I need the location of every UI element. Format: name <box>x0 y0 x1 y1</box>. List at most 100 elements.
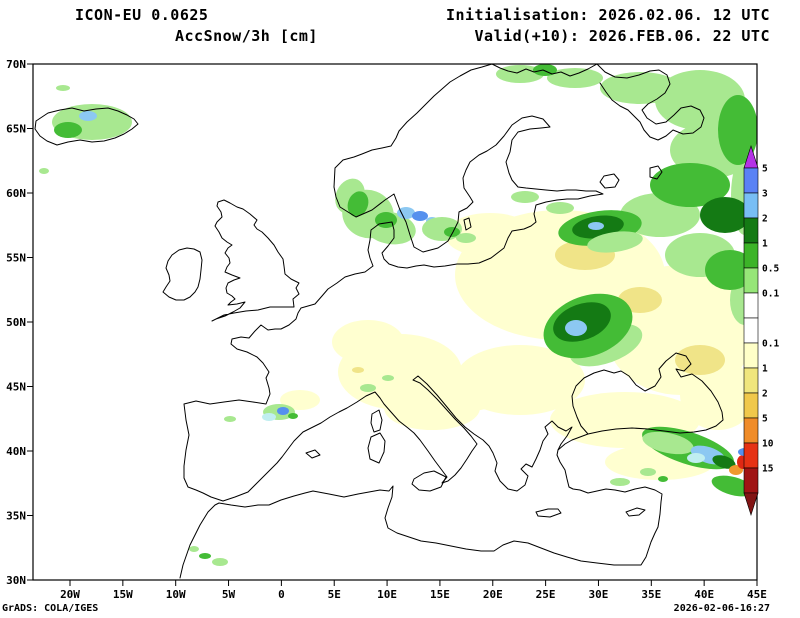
colorbar-label: 0.5 <box>762 264 779 275</box>
lon-tick-label: 5E <box>328 588 341 601</box>
colorbar-segment <box>743 167 759 194</box>
data-patch <box>546 202 574 214</box>
lon-tick-label: 45E <box>747 588 767 601</box>
lon-tick-label: 30E <box>589 588 609 601</box>
axis-ticks <box>27 63 758 586</box>
grads-credit: GrADS: COLA/IGES <box>2 603 99 614</box>
colorbar-segment <box>743 317 759 344</box>
data-patch <box>442 385 498 411</box>
lat-tick-label: 45N <box>6 381 26 394</box>
data-patch <box>397 207 415 219</box>
creation-timestamp: 2026-02-06-16:27 <box>673 603 770 614</box>
lon-tick-label: 15W <box>113 588 133 601</box>
coast-kola-white-sea <box>596 64 705 141</box>
init-time: Initialisation: 2026.02.06. 12 UTC <box>445 6 770 24</box>
data-patch <box>680 360 756 430</box>
lon-tick-label: 20W <box>60 588 80 601</box>
lat-tick-label: 70N <box>6 58 26 71</box>
colorbar-label: 0.1 <box>762 289 779 300</box>
colorbar-segment <box>743 367 759 394</box>
colorbar: 5 3 2 1 0.5 0.1 0.1 1 2 5 10 15 <box>743 145 779 516</box>
colorbar-label: 1 <box>762 364 768 375</box>
lon-tick-label: 35E <box>641 588 661 601</box>
colorbar-label: 15 <box>762 464 774 475</box>
data-patch <box>445 213 535 257</box>
data-patch <box>262 413 276 421</box>
coast-atlantic-baltic-scandinavia <box>183 64 604 502</box>
data-patch <box>588 222 604 230</box>
data-patch <box>687 453 705 463</box>
data-patch <box>412 211 428 221</box>
coast-ireland <box>162 247 203 301</box>
colorbar-label: 10 <box>762 439 774 450</box>
colorbar-label: 2 <box>762 389 768 400</box>
lat-tick-label: 40N <box>6 445 26 458</box>
lat-tick-label: 35N <box>6 510 26 523</box>
colorbar-segment <box>743 217 759 244</box>
data-patch <box>705 250 755 290</box>
data-patch <box>288 413 298 419</box>
data-patch <box>347 191 369 217</box>
colorbar-segment <box>743 267 759 294</box>
data-patch <box>444 227 460 237</box>
variable-title: AccSnow/3h [cm] <box>175 27 318 45</box>
valid-time: Valid(+10): 2026.FEB.06. 22 UTC <box>474 27 770 45</box>
data-patch <box>642 431 694 455</box>
data-patch <box>587 231 643 253</box>
data-patch <box>56 85 70 91</box>
model-title: ICON-EU 0.0625 <box>75 6 209 24</box>
data-patch <box>511 191 539 203</box>
colorbar-label: 2 <box>762 214 768 225</box>
data-patch <box>658 476 668 482</box>
data-patch <box>189 546 199 552</box>
data-patch <box>352 367 364 373</box>
colorbar-label: 3 <box>762 189 768 200</box>
coast-africa-levant-turkey <box>179 433 663 579</box>
data-patch <box>360 384 376 392</box>
lon-tick-label: 20E <box>483 588 503 601</box>
colorbar-label: 5 <box>762 414 768 425</box>
data-patch <box>332 320 404 364</box>
coast-finnmark <box>491 64 598 77</box>
data-patch <box>610 478 630 486</box>
coast-britain <box>211 199 300 322</box>
lon-tick-label: 25E <box>536 588 556 601</box>
colorbar-label: 1 <box>762 239 768 250</box>
data-patch <box>711 475 755 497</box>
snow-accumulation-patches <box>39 64 757 566</box>
axis-labels: 70N 65N 60N 55N 50N 45N 40N 35N 30N 20W 15W 10W 5W 0 5… <box>6 58 767 601</box>
data-patch <box>54 122 82 138</box>
lon-tick-label: 15E <box>430 588 450 601</box>
data-patch <box>39 168 49 174</box>
colorbar-segment <box>743 417 759 444</box>
lat-tick-label: 65N <box>6 123 26 136</box>
colorbar-label: 0.1 <box>762 339 779 350</box>
coast-islands <box>305 217 646 518</box>
colorbar-down-arrow <box>743 492 759 516</box>
data-patch <box>382 375 394 381</box>
data-patch <box>547 68 603 88</box>
data-patch <box>456 233 476 243</box>
lat-tick-label: 50N <box>6 316 26 329</box>
data-patch <box>212 558 228 566</box>
coast-iceland <box>34 107 139 146</box>
colorbar-segment <box>743 292 759 319</box>
data-patch <box>199 553 211 559</box>
coast-black-sea <box>571 352 724 435</box>
lat-tick-label: 55N <box>6 252 26 265</box>
colorbar-segment <box>743 192 759 219</box>
colorbar-segment <box>743 392 759 419</box>
data-patch <box>79 111 97 121</box>
lon-tick-label: 10W <box>166 588 186 601</box>
lat-tick-label: 30N <box>6 574 26 587</box>
data-patch <box>700 197 750 233</box>
data-patch <box>650 163 730 207</box>
lon-tick-label: 5W <box>222 588 236 601</box>
colorbar-segment <box>743 342 759 369</box>
data-patch <box>640 468 656 476</box>
lakes-ladoga-onega <box>599 165 663 189</box>
data-patch <box>277 407 289 415</box>
coast-mediterranean-north <box>222 375 573 502</box>
